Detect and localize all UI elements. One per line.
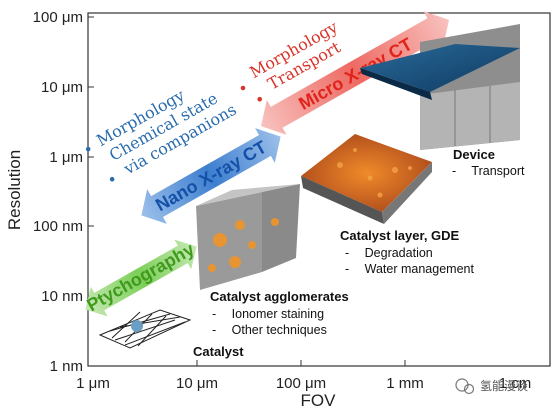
y-tick-label: 100 μm	[33, 9, 83, 26]
x-tick-label: 1 cm	[499, 375, 532, 392]
catalyst-agglomerate-image	[196, 184, 300, 290]
wechat-icon-inner	[463, 383, 475, 395]
catalyst-title: Catalyst	[193, 344, 244, 359]
y-tick-label: 1 μm	[49, 149, 83, 166]
catalyst-layer-item: - Water management	[345, 262, 474, 276]
x-axis-title: FOV	[301, 391, 337, 410]
agglomerates-title: Catalyst agglomerates	[210, 289, 349, 304]
catalyst-layer-title: Catalyst layer, GDE	[340, 228, 460, 243]
y-tick-label: 1 nm	[50, 358, 83, 375]
catalyst-layer-image	[301, 134, 432, 224]
x-tick-label: 10 μm	[176, 375, 218, 392]
catalyst-image	[98, 309, 192, 349]
bullet-icon	[240, 85, 246, 91]
device-title: Device	[453, 147, 495, 162]
x-tick-label: 100 μm	[276, 375, 326, 392]
x-tick-marks	[196, 360, 406, 366]
device-image	[360, 24, 520, 150]
y-tick-label: 10 μm	[41, 79, 83, 96]
x-tick-label: 1 μm	[76, 375, 110, 392]
y-tick-label: 10 nm	[41, 288, 83, 305]
bullet-icon	[257, 96, 262, 102]
catalyst-layer-item: - Degradation	[345, 246, 433, 260]
watermark-text: 氢能漫谈	[480, 378, 528, 393]
agglomerates-item: - Ionomer staining	[212, 307, 324, 321]
watermark: 氢能漫谈	[455, 378, 528, 395]
x-tick-label: 1 mm	[386, 375, 424, 392]
y-tick-label: 100 nm	[33, 218, 83, 235]
y-axis-title: Resolution	[5, 150, 24, 230]
bullet-icon	[85, 146, 91, 152]
agglomerates-item: - Other techniques	[212, 323, 327, 337]
bullet-icon	[109, 176, 115, 182]
